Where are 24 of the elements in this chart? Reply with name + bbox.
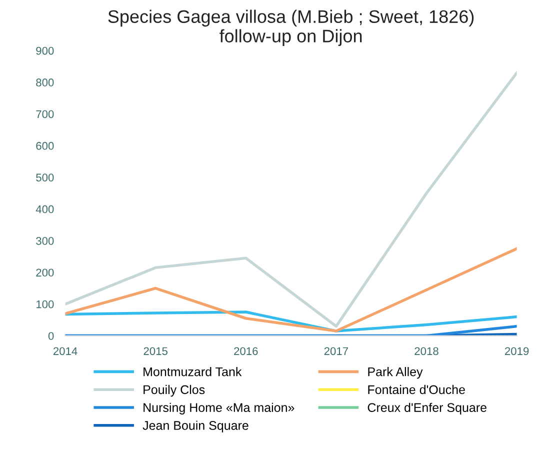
x-tick-label: 2019 [505, 347, 529, 356]
x-tick-label: 2018 [414, 347, 438, 356]
x-tick-label: 2016 [234, 347, 258, 356]
y-tick-label: 600 [36, 142, 54, 150]
y-tick-label: 800 [36, 78, 54, 86]
y-tick-label: 700 [36, 110, 54, 118]
legend-label: Montmuzard Tank [144, 367, 242, 376]
y-tick-label: 900 [36, 46, 54, 55]
legend-label: Creux d'Enfer Square [368, 402, 486, 414]
legend-label: Pouily Clos [144, 384, 205, 397]
y-tick-label: 300 [36, 237, 54, 245]
legend-label: Fontaine d'Ouche [368, 384, 465, 394]
y-tick-label: 0 [48, 332, 54, 340]
y-tick-label: 200 [36, 268, 54, 277]
x-tick-label: 2014 [53, 347, 78, 356]
chart-title: Species Gagea villosa (M.Bieb ; Sweet, 1826) follow-up on Dijon [108, 10, 474, 46]
legend-label: Jean Bouin Square [142, 420, 248, 432]
legend-label: Nursing Home «Ma maion» [144, 402, 294, 414]
x-tick-label: 2015 [144, 347, 168, 356]
y-tick-label: 400 [36, 205, 54, 214]
y-tick-label: 100 [36, 300, 54, 308]
legend-label: Park Alley [368, 367, 423, 379]
x-tick-label: 2017 [324, 347, 348, 356]
y-tick-label: 500 [36, 174, 54, 182]
